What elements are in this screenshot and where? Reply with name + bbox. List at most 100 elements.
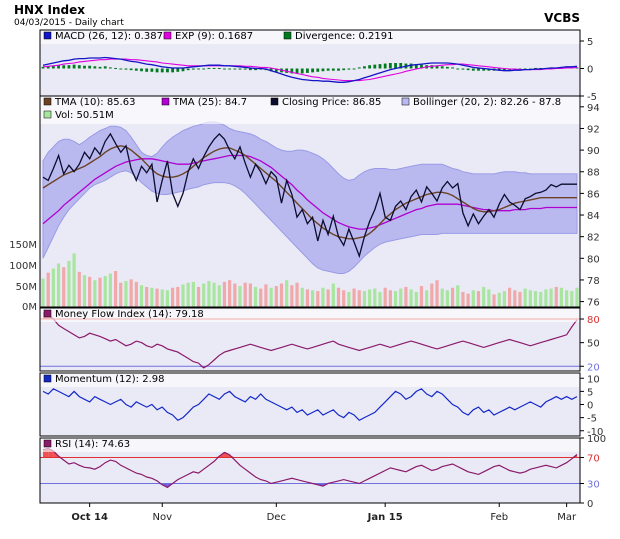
price-tick-label: 88 [587, 168, 600, 179]
volume-bar [523, 288, 527, 307]
divergence-bar [440, 66, 444, 69]
brand-label: VCBS [544, 11, 580, 25]
legend-swatch [43, 374, 52, 383]
divergence-bar [145, 68, 149, 72]
macd-tick-label: -5 [587, 92, 597, 103]
volume-bar [559, 287, 564, 307]
volume-bar [150, 287, 154, 307]
divergence-bar [326, 68, 330, 71]
divergence-bar [41, 66, 45, 69]
volume-bar [513, 290, 517, 307]
closing-price-line [42, 132, 577, 259]
divergence-bar [202, 68, 206, 70]
volume-bar [51, 268, 55, 307]
volume-tick-label: 50M [16, 282, 37, 293]
divergence-bar [451, 67, 454, 69]
divergence-bar [186, 68, 190, 71]
divergence-bar [166, 68, 169, 73]
volume-bar [160, 289, 164, 307]
volume-bar [539, 291, 543, 307]
divergence-bar [83, 65, 86, 69]
volume-bar [238, 286, 242, 307]
divergence-bar [171, 68, 175, 73]
volume-bar [373, 288, 377, 307]
legend-label: MACD (26, 12): 0.3878 [55, 31, 169, 42]
mfi-line [42, 312, 578, 369]
divergence-bar [103, 66, 107, 69]
momentum-legend-bg [40, 373, 580, 387]
divergence-bar [388, 63, 392, 69]
divergence-bar [108, 67, 112, 69]
volume-bar [570, 291, 574, 307]
divergence-bar [77, 65, 81, 69]
price-tick-label: 76 [587, 298, 600, 309]
volume-bar [435, 280, 439, 307]
divergence-bar [274, 68, 278, 72]
volume-bar [67, 260, 71, 307]
volume-bar [113, 270, 118, 307]
volume-bar [72, 253, 76, 307]
volume-bar [393, 291, 398, 307]
volume-bar [445, 290, 449, 307]
volume-bar [202, 283, 206, 307]
volume-bar [409, 289, 413, 307]
divergence-bar [140, 68, 143, 72]
divergence-bar [394, 63, 397, 69]
volume-bar [300, 287, 304, 307]
divergence-bar [331, 68, 335, 71]
volume-bar [368, 289, 372, 307]
divergence-bar [197, 68, 200, 70]
volume-bar [259, 288, 263, 307]
divergence-bar [373, 64, 377, 69]
legend-label: Money Flow Index (14): 79.18 [55, 309, 204, 320]
divergence-bar [181, 68, 185, 72]
divergence-bar [461, 68, 465, 70]
volume-bar [124, 281, 128, 307]
volume-bar [56, 263, 61, 307]
divergence-bar [212, 67, 216, 69]
price-tick-label: 78 [587, 276, 600, 287]
divergence-bar [357, 67, 361, 69]
volume-bar [575, 287, 579, 307]
volume-bar [331, 283, 335, 307]
volume-bar [347, 291, 351, 307]
price-tick-label: 92 [587, 124, 600, 135]
volume-bar [528, 290, 532, 307]
price-tick-label: 80 [587, 254, 600, 265]
legend-label: TMA (10): 85.63 [54, 97, 135, 108]
volume-bar [357, 290, 361, 307]
volume-bar [487, 289, 491, 307]
divergence-bar [471, 68, 475, 71]
chart-subtitle: 04/03/2015 - Daily chart [14, 18, 124, 28]
volume-bar [316, 291, 320, 307]
x-tick-label: Nov [152, 512, 172, 523]
volume-bar [450, 287, 455, 307]
volume-bar [103, 276, 107, 307]
volume-bar [129, 279, 133, 307]
volume-bar [305, 289, 310, 307]
mfi-panel-frame [39, 307, 581, 372]
divergence-bar [378, 64, 382, 69]
volume-bar [196, 286, 201, 307]
divergence-bar [233, 68, 237, 70]
volume-bar [274, 286, 278, 307]
volume-bar [362, 291, 367, 307]
volume-bar [430, 283, 434, 307]
volume-bar [93, 280, 97, 307]
volume-bar [383, 287, 387, 307]
price-legend-bg [40, 96, 580, 124]
momentum-line [42, 388, 578, 422]
divergence-bar [134, 68, 138, 71]
divergence-bar [243, 68, 247, 70]
legend-label: TMA (25): 84.7 [172, 97, 247, 108]
divergence-bar [368, 65, 372, 69]
volume-bar [279, 283, 284, 307]
divergence-bar [51, 65, 55, 69]
price-tick-label: 90 [587, 146, 600, 157]
divergence-bar [363, 66, 366, 69]
rsi-line [42, 447, 578, 489]
divergence-bar [88, 65, 92, 69]
momentum-tick-label: 0 [587, 401, 593, 412]
volume-bar [82, 275, 87, 307]
tma10-line [42, 145, 577, 240]
